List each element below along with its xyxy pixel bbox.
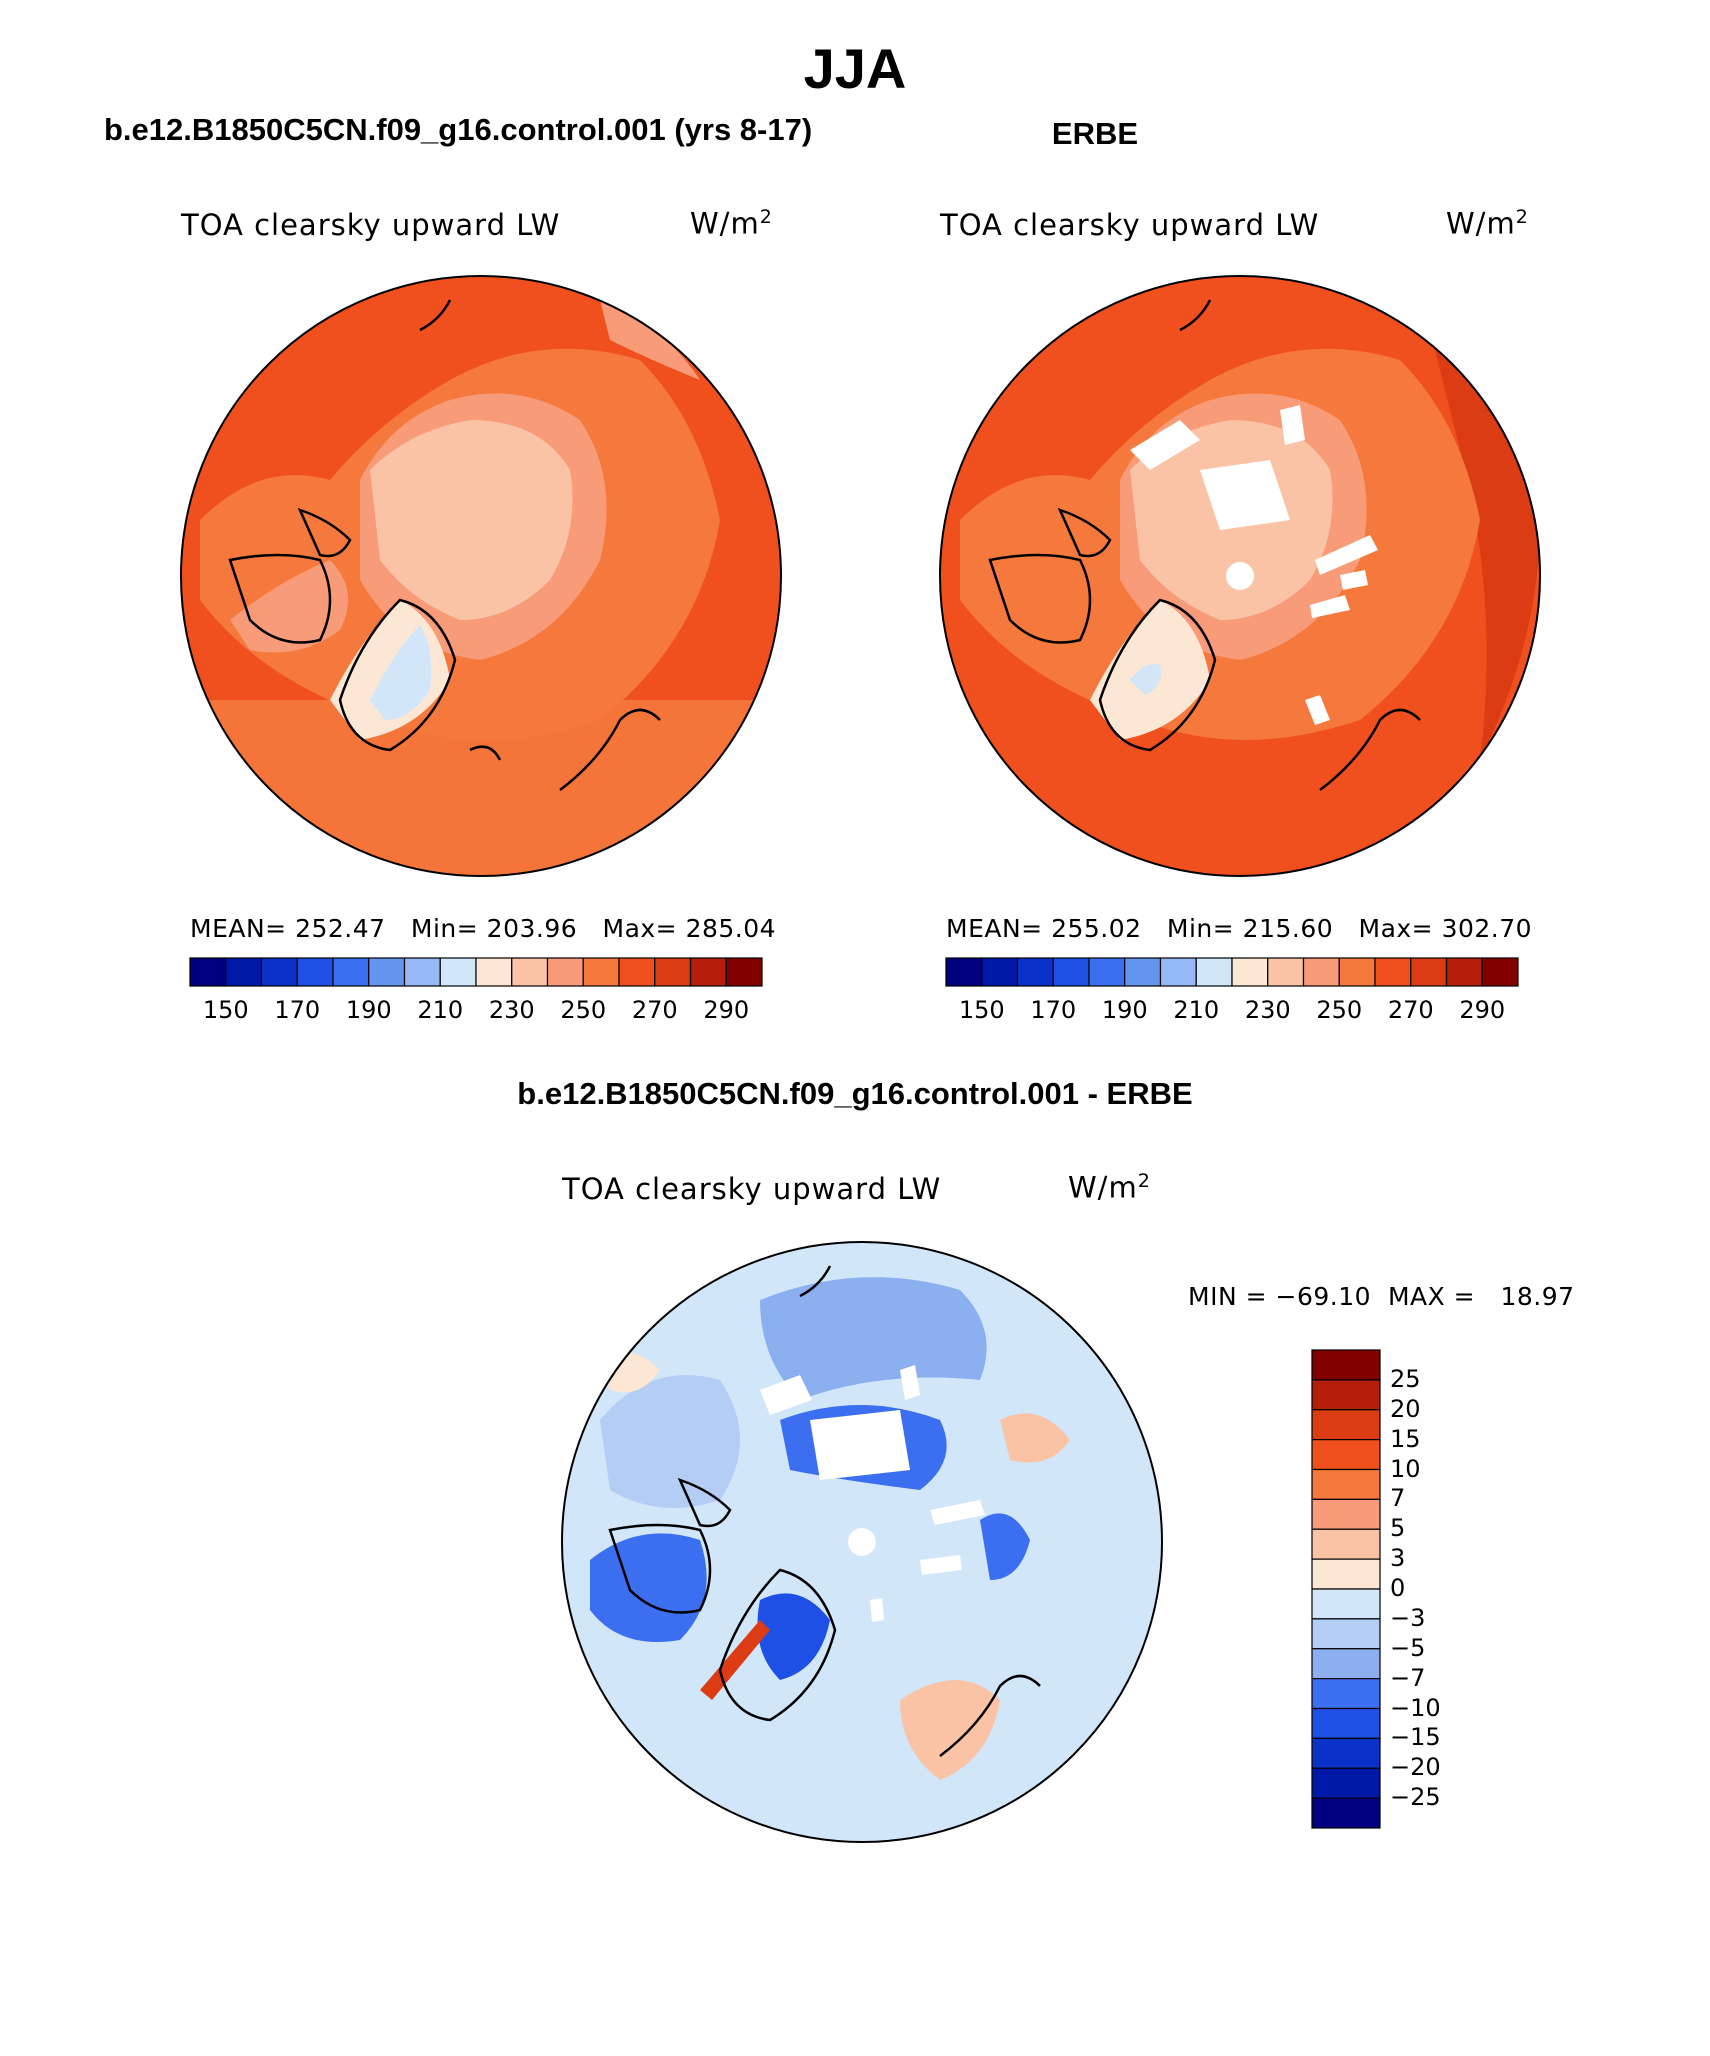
panel1-colorbar-tick-label: 290: [703, 996, 750, 1024]
diff-colorbar-tick-label: −7: [1390, 1663, 1426, 1692]
diff-colorbar-swatch: [1311, 1349, 1381, 1381]
panel2-colorbar-swatch: [1302, 957, 1340, 987]
panel1-colorbar-swatch: [189, 957, 227, 987]
panel2-colorbar-tick-label: 150: [958, 996, 1005, 1024]
diff-colorbar-tick-label: −10: [1390, 1693, 1441, 1722]
panel1-colorbar-tick-label: 150: [202, 996, 249, 1024]
diff-colorbar-swatch: [1311, 1379, 1381, 1411]
panel2-colorbar-swatch: [1374, 957, 1412, 987]
panel2-colorbar-swatch: [1481, 957, 1519, 987]
diff-colorbar-tick-label: 7: [1390, 1484, 1406, 1513]
diff-colorbar-swatch: [1311, 1707, 1381, 1739]
diff-colorbar-swatch: [1311, 1498, 1381, 1530]
panel2-colorbar-swatch: [1267, 957, 1305, 987]
panel1-colorbar-swatch: [439, 957, 477, 987]
panel2-colorbar-swatch: [1410, 957, 1448, 987]
panel2-colorbar-swatch: [1016, 957, 1054, 987]
panel1-colorbar: [189, 957, 763, 987]
panel1-colorbar-swatch: [654, 957, 692, 987]
diff-colorbar-swatch: [1311, 1618, 1381, 1650]
panel1-colorbar-swatch: [618, 957, 656, 987]
figure-title: JJA: [803, 37, 907, 100]
diff-colorbar-tick-label: 3: [1390, 1544, 1406, 1573]
panel2-colorbar-swatch: [1088, 957, 1126, 987]
diff-colorbar-swatch: [1311, 1737, 1381, 1769]
diff-colorbar-tick-label: 0: [1390, 1574, 1406, 1602]
diff-colorbar-swatch: [1311, 1588, 1381, 1620]
diff-colorbar-tick-label: −3: [1390, 1603, 1426, 1632]
panel2-variable-label: TOA clearsky upward LW: [940, 208, 1320, 242]
panel2-colorbar-tick-label: 210: [1173, 996, 1220, 1024]
diff-colorbar-tick-label: 20: [1390, 1394, 1421, 1423]
panel1-colorbar-tick-label: 170: [274, 996, 321, 1024]
diff-colorbar-swatch: [1311, 1678, 1381, 1710]
panel2-header: ERBE: [1051, 116, 1139, 151]
panel1-colorbar-tick-label: 250: [560, 996, 607, 1024]
panel1-colorbar-swatch: [260, 957, 298, 987]
panel2-colorbar-swatch: [1231, 957, 1269, 987]
panel1-units-label: W/m2: [690, 206, 773, 241]
panel1-colorbar-swatch: [225, 957, 263, 987]
panel2-colorbar-swatch: [1445, 957, 1483, 987]
panel2-colorbar-tick-label: 270: [1387, 996, 1434, 1024]
diff-colorbar-swatch: [1311, 1648, 1381, 1680]
diff-colorbar-tick-label: −5: [1390, 1633, 1426, 1662]
panel2-colorbar-tick-label: 230: [1244, 996, 1291, 1024]
panel1-colorbar-tick-label: 210: [417, 996, 464, 1024]
panel1-colorbar-swatch: [546, 957, 584, 987]
panel2-colorbar-swatch: [1124, 957, 1162, 987]
panel1-colorbar-swatch: [511, 957, 549, 987]
panel2-colorbar-tick-label: 190: [1101, 996, 1148, 1024]
panel1-map: [180, 275, 782, 877]
panel1-colorbar-tick-label: 230: [488, 996, 535, 1024]
diff-colorbar-swatch: [1311, 1528, 1381, 1560]
panel2-units-label: W/m2: [1446, 206, 1529, 241]
diff-colorbar-tick-label: −15: [1390, 1723, 1441, 1752]
diff-colorbar-tick-label: −25: [1390, 1783, 1441, 1812]
diff-units-label: W/m2: [1068, 1170, 1151, 1205]
panel1-colorbar-swatch: [368, 957, 406, 987]
panel1-colorbar-swatch: [582, 957, 620, 987]
diff-colorbar-tick-label: 25: [1390, 1364, 1421, 1393]
panel2-colorbar-swatch: [1338, 957, 1376, 987]
panel2-map: [939, 275, 1541, 877]
diff-colorbar-swatch: [1311, 1767, 1381, 1799]
panel1-colorbar-swatch: [475, 957, 513, 987]
panel1-variable-label: TOA clearsky upward LW: [181, 208, 561, 242]
panel2-colorbar: [945, 957, 1519, 987]
diff-colorbar-swatch: [1311, 1409, 1381, 1441]
diff-map: [561, 1241, 1163, 1843]
panel1-colorbar-swatch: [725, 957, 763, 987]
panel1-colorbar-swatch: [296, 957, 334, 987]
panel2-stats: MEAN= 255.02 Min= 215.60 Max= 302.70: [946, 914, 1533, 943]
panel2-colorbar-swatch: [981, 957, 1019, 987]
diff-colorbar-swatch: [1311, 1558, 1381, 1590]
panel2-colorbar-swatch: [945, 957, 983, 987]
panel1-stats: MEAN= 252.47 Min= 203.96 Max= 285.04: [190, 914, 777, 943]
diff-colorbar-tick-label: 15: [1390, 1424, 1421, 1453]
panel2-colorbar-tick-label: 250: [1316, 996, 1363, 1024]
diff-colorbar-tick-label: −20: [1390, 1753, 1441, 1782]
panel1-colorbar-swatch: [689, 957, 727, 987]
diff-colorbar-tick-label: 10: [1390, 1454, 1421, 1483]
diff-colorbar: [1311, 1349, 1381, 1829]
diff-panel-header: b.e12.B1850C5CN.f09_g16.control.001 - ER…: [517, 1076, 1193, 1111]
panel2-colorbar-swatch: [1195, 957, 1233, 987]
panel1-colorbar-swatch: [332, 957, 370, 987]
panel1-colorbar-tick-label: 190: [345, 996, 392, 1024]
panel2-colorbar-swatch: [1052, 957, 1090, 987]
diff-colorbar-swatch: [1311, 1439, 1381, 1471]
diff-colorbar-swatch: [1311, 1797, 1381, 1829]
panel2-colorbar-tick-label: 170: [1030, 996, 1077, 1024]
panel1-colorbar-swatch: [403, 957, 441, 987]
panel2-colorbar-swatch: [1159, 957, 1197, 987]
diff-variable-label: TOA clearsky upward LW: [562, 1172, 942, 1206]
panel2-colorbar-tick-label: 290: [1459, 996, 1506, 1024]
diff-colorbar-tick-label: 5: [1390, 1514, 1406, 1543]
diff-stats: MIN = −69.10 MAX = 18.97: [1188, 1282, 1575, 1311]
panel1-header: b.e12.B1850C5CN.f09_g16.control.001 (yrs…: [104, 112, 813, 147]
diff-colorbar-swatch: [1311, 1468, 1381, 1500]
panel1-colorbar-tick-label: 270: [631, 996, 678, 1024]
